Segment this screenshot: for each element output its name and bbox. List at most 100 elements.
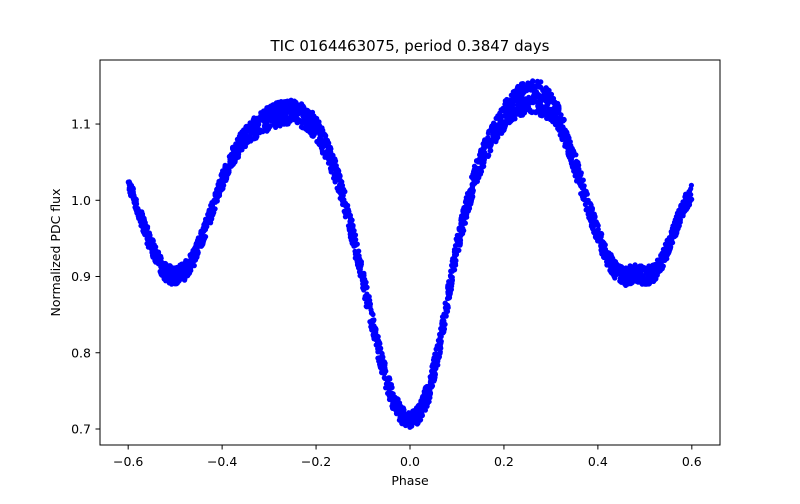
data-point <box>388 382 394 388</box>
data-point <box>400 412 406 418</box>
data-point <box>500 123 506 129</box>
data-point <box>478 168 485 175</box>
data-point <box>157 260 163 266</box>
data-point <box>425 393 431 399</box>
data-point <box>479 163 485 169</box>
data-point <box>468 198 474 204</box>
data-point <box>319 148 325 154</box>
data-point <box>451 247 458 253</box>
data-point <box>172 281 178 287</box>
data-point <box>591 230 597 236</box>
data-point <box>226 167 232 174</box>
data-point <box>373 326 379 332</box>
data-point <box>333 165 340 171</box>
data-point <box>537 98 543 104</box>
data-point <box>639 281 645 287</box>
x-tick-label: 0.0 <box>400 454 420 469</box>
data-point <box>641 264 647 271</box>
data-point <box>511 106 517 112</box>
data-point <box>353 251 359 257</box>
data-point <box>538 84 544 90</box>
data-point <box>466 203 472 210</box>
data-point <box>151 247 157 253</box>
data-point <box>669 232 675 238</box>
data-point <box>441 322 447 329</box>
data-point <box>613 272 620 278</box>
data-point <box>552 104 558 110</box>
data-point <box>592 234 599 240</box>
data-point <box>645 266 651 273</box>
data-point <box>572 151 578 157</box>
data-point <box>245 139 251 145</box>
data-point <box>236 133 242 139</box>
data-point <box>556 109 562 115</box>
data-point <box>504 112 510 118</box>
data-point <box>268 103 275 109</box>
data-point <box>180 262 186 268</box>
data-point <box>257 130 263 136</box>
data-point <box>328 149 334 155</box>
y-tick-label: 0.7 <box>71 421 91 436</box>
data-point <box>507 106 513 112</box>
data-point <box>471 163 478 169</box>
data-point <box>144 237 151 243</box>
data-point <box>142 225 148 231</box>
data-point <box>382 365 388 371</box>
data-point <box>130 186 136 192</box>
data-point <box>633 267 639 273</box>
data-point <box>235 149 241 155</box>
data-point <box>565 152 572 159</box>
data-point <box>230 146 236 152</box>
data-point <box>236 141 242 147</box>
data-point <box>441 311 447 317</box>
data-point <box>327 144 333 150</box>
data-point <box>128 191 135 197</box>
data-point <box>497 110 503 116</box>
data-point <box>339 195 345 201</box>
data-point <box>461 217 467 223</box>
data-point <box>530 78 536 85</box>
data-point <box>161 274 167 280</box>
data-point <box>452 243 459 249</box>
data-point <box>467 188 473 194</box>
data-point <box>285 100 291 107</box>
data-point <box>364 300 370 306</box>
data-point <box>471 171 477 177</box>
data-point <box>669 228 675 234</box>
data-point <box>202 219 208 225</box>
data-point <box>149 242 156 248</box>
data-point <box>677 219 683 225</box>
data-point <box>214 188 220 194</box>
data-point <box>377 359 383 365</box>
data-point <box>575 174 581 180</box>
data-point <box>674 229 680 235</box>
data-point <box>432 365 438 371</box>
data-point <box>206 211 212 217</box>
data-point <box>190 247 196 254</box>
x-tick-label: 0.2 <box>494 454 514 469</box>
data-point <box>668 244 674 250</box>
data-point <box>513 95 520 101</box>
data-point <box>486 128 492 134</box>
data-point <box>357 256 363 262</box>
data-point <box>335 177 341 183</box>
data-point <box>578 177 585 183</box>
data-point <box>339 186 345 192</box>
data-point <box>418 399 424 405</box>
data-point <box>277 115 283 121</box>
data-point <box>231 150 237 156</box>
data-point <box>189 256 195 262</box>
data-point <box>264 127 270 133</box>
data-point <box>552 122 559 128</box>
data-point <box>565 149 571 155</box>
data-point <box>569 163 575 169</box>
data-point <box>313 129 319 135</box>
data-point <box>337 172 343 178</box>
data-point <box>612 258 618 265</box>
data-point <box>449 263 456 270</box>
data-point <box>253 134 259 140</box>
data-point <box>519 99 525 105</box>
data-point <box>585 211 591 217</box>
data-point <box>309 132 315 138</box>
